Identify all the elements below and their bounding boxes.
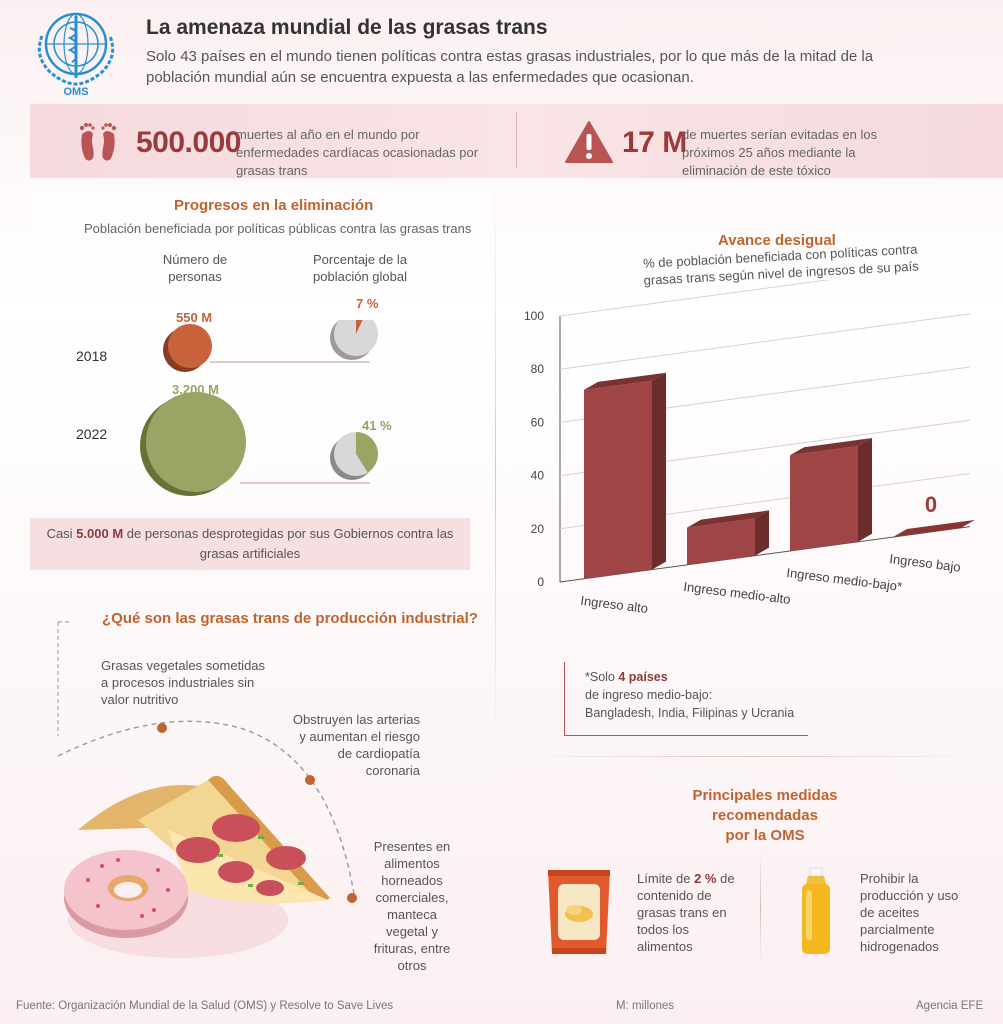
warning-icon xyxy=(565,121,613,163)
who-logo: OMS xyxy=(37,12,115,98)
what-title: ¿Qué son las grasas trans de producción … xyxy=(102,610,478,627)
horizontal-divider xyxy=(515,756,985,757)
chips-bag-icon xyxy=(548,870,610,954)
y-tick-label: 20 xyxy=(531,522,545,536)
measure-2: Prohibir la producción y uso de aceites … xyxy=(860,871,959,954)
year-2018: 2018 xyxy=(76,348,108,364)
progress-title: Progresos en la eliminación xyxy=(174,197,374,214)
measures-title: Principales medidas recomendadas por la … xyxy=(692,787,838,844)
x-tick-label: Ingreso medio-alto xyxy=(683,579,792,607)
people-2022-circle xyxy=(146,392,246,492)
people-2018-label: 550 M xyxy=(176,310,213,325)
deaths-number: 500.000 xyxy=(136,126,241,159)
bar xyxy=(790,438,872,551)
what-item-1: Grasas vegetales sometidas a procesos in… xyxy=(101,658,266,707)
percent-2018-label: 7 % xyxy=(356,296,379,311)
col-percent-header: Porcentaje de la población global xyxy=(313,252,407,284)
oil-bottle-icon xyxy=(802,867,830,954)
vertical-divider xyxy=(495,190,496,750)
people-2022-label: 3.200 M xyxy=(172,382,219,397)
band-divider xyxy=(516,112,517,168)
measures-divider xyxy=(760,852,761,962)
measure-1: Límite de 2 % de contenido de grasas tra… xyxy=(637,871,735,954)
year-2022: 2022 xyxy=(76,426,108,442)
x-tick-label: Ingreso medio-bajo* xyxy=(786,565,903,594)
footer-agency: Agencia EFE xyxy=(916,1000,984,1012)
bar xyxy=(584,372,666,579)
what-item-2: Obstruyen las arterias y aumentan el rie… xyxy=(292,712,420,778)
y-tick-label: 40 xyxy=(531,469,545,483)
y-tick-label: 80 xyxy=(531,362,545,376)
footer-source: Fuente: Organización Mundial de la Salud… xyxy=(16,1000,394,1012)
y-tick-label: 60 xyxy=(531,415,545,429)
x-tick-label: Ingreso bajo xyxy=(889,551,962,575)
feet-icon xyxy=(79,123,117,161)
progress-graphic xyxy=(140,320,379,496)
unprotected-number: 5.000 M xyxy=(76,526,124,541)
x-tick-label: Ingreso alto xyxy=(580,593,649,616)
progress-panel xyxy=(30,184,490,580)
logo-text: OMS xyxy=(63,86,88,98)
bar-chart: 0 20 40 60 80 100 Ingreso alto Ingreso medio-al… xyxy=(524,280,975,616)
measure-1-limit: 2 % xyxy=(694,871,717,886)
avoided-number: 17 M xyxy=(622,126,687,159)
col-people-header: Número de personas xyxy=(162,252,228,284)
y-tick-label: 100 xyxy=(524,309,544,323)
pizza-donut-illustration xyxy=(64,775,330,958)
people-2018-circle xyxy=(168,324,212,368)
unprotected-callout: Casi 5.000 M de personas desprotegidas p… xyxy=(30,518,470,570)
percent-2022-label: 41 % xyxy=(362,418,392,433)
chart-title: Avance desigual xyxy=(718,232,836,249)
bar xyxy=(893,519,975,538)
arc-decoration xyxy=(57,621,357,903)
y-tick-label: 0 xyxy=(537,575,544,589)
page-subtitle: Solo 43 países en el mundo tienen políti… xyxy=(146,48,874,86)
deaths-text: muertes al año en el mundo por enfermeda… xyxy=(236,127,479,178)
percent-2022-pie-slice xyxy=(356,432,379,473)
data-label: 0 xyxy=(925,492,937,517)
note-countries: 4 países xyxy=(618,670,668,684)
bar xyxy=(687,510,769,565)
footer-units: M: millones xyxy=(616,1000,675,1012)
progress-subtitle: Población beneficiada por políticas públ… xyxy=(84,221,472,236)
what-item-3: Presentes en alimentos horneados comerci… xyxy=(373,839,451,973)
gridline xyxy=(559,313,971,370)
chart-footnote: *Solo 4 países de ingreso medio-bajo: Ba… xyxy=(564,662,808,736)
page-title: La amenaza mundial de las grasas trans xyxy=(146,16,548,39)
avoided-text: de muertes serían evitadas en los próxim… xyxy=(682,127,878,178)
gridline xyxy=(559,280,831,317)
